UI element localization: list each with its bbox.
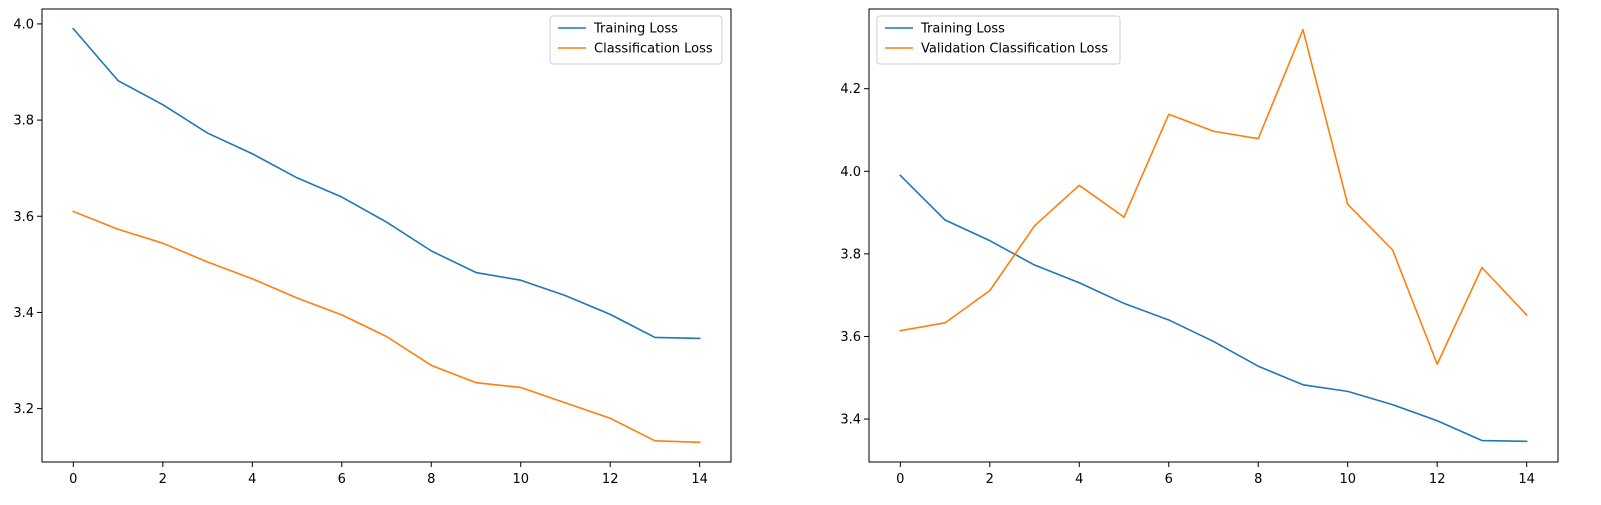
y-tick-label: 4.0 (840, 165, 861, 180)
legend-label: Training Loss (593, 22, 678, 37)
x-tick-label: 6 (338, 472, 346, 487)
x-tick-label: 10 (512, 472, 529, 487)
x-tick-label: 14 (1518, 472, 1535, 487)
x-tick-label: 0 (896, 472, 904, 487)
x-tick-label: 6 (1165, 472, 1173, 487)
legend-box (549, 15, 723, 65)
legend-label: Validation Classification Loss (921, 42, 1108, 57)
x-tick-label: 4 (1075, 472, 1083, 487)
x-tick-label: 4 (248, 472, 256, 487)
series-line-training-loss (899, 174, 1528, 443)
x-tick-label: 8 (427, 472, 435, 487)
y-tick-label: 3.2 (13, 402, 34, 417)
y-tick-label: 4.0 (13, 17, 34, 32)
y-tick-label: 3.8 (840, 247, 861, 262)
legend-box (876, 15, 1121, 65)
series-line-classification-loss (72, 210, 701, 444)
legend-label: Classification Loss (594, 42, 713, 57)
series-line-validation-classification-loss (899, 28, 1528, 365)
axes-frame (41, 8, 732, 463)
x-tick-label: 10 (1339, 472, 1356, 487)
y-tick-label: 3.6 (13, 210, 34, 225)
axes-frame (868, 8, 1559, 463)
left-chart-panel: 0 2 4 6 8 10 12 14 3.2 3.4 3.6 3.8 4.0 Training Loss C… (13, 8, 732, 487)
y-tick-label: 3.4 (840, 413, 861, 428)
y-tick-label: 3.6 (840, 330, 861, 345)
x-tick-label: 2 (159, 472, 167, 487)
series-line-training-loss (72, 27, 701, 340)
y-tick-label: 3.4 (13, 306, 34, 321)
x-tick-label: 12 (602, 472, 619, 487)
legend-label: Training Loss (920, 22, 1005, 37)
x-tick-label: 12 (1429, 472, 1446, 487)
right-chart-panel: 0 2 4 6 8 10 12 14 3.4 3.6 3.8 4.0 4.2 Training Loss V… (840, 8, 1559, 487)
y-tick-label: 4.2 (840, 82, 861, 97)
x-tick-label: 8 (1254, 472, 1262, 487)
x-tick-label: 14 (691, 472, 708, 487)
y-tick-label: 3.8 (13, 114, 34, 129)
x-tick-label: 2 (986, 472, 994, 487)
x-tick-label: 0 (69, 472, 77, 487)
